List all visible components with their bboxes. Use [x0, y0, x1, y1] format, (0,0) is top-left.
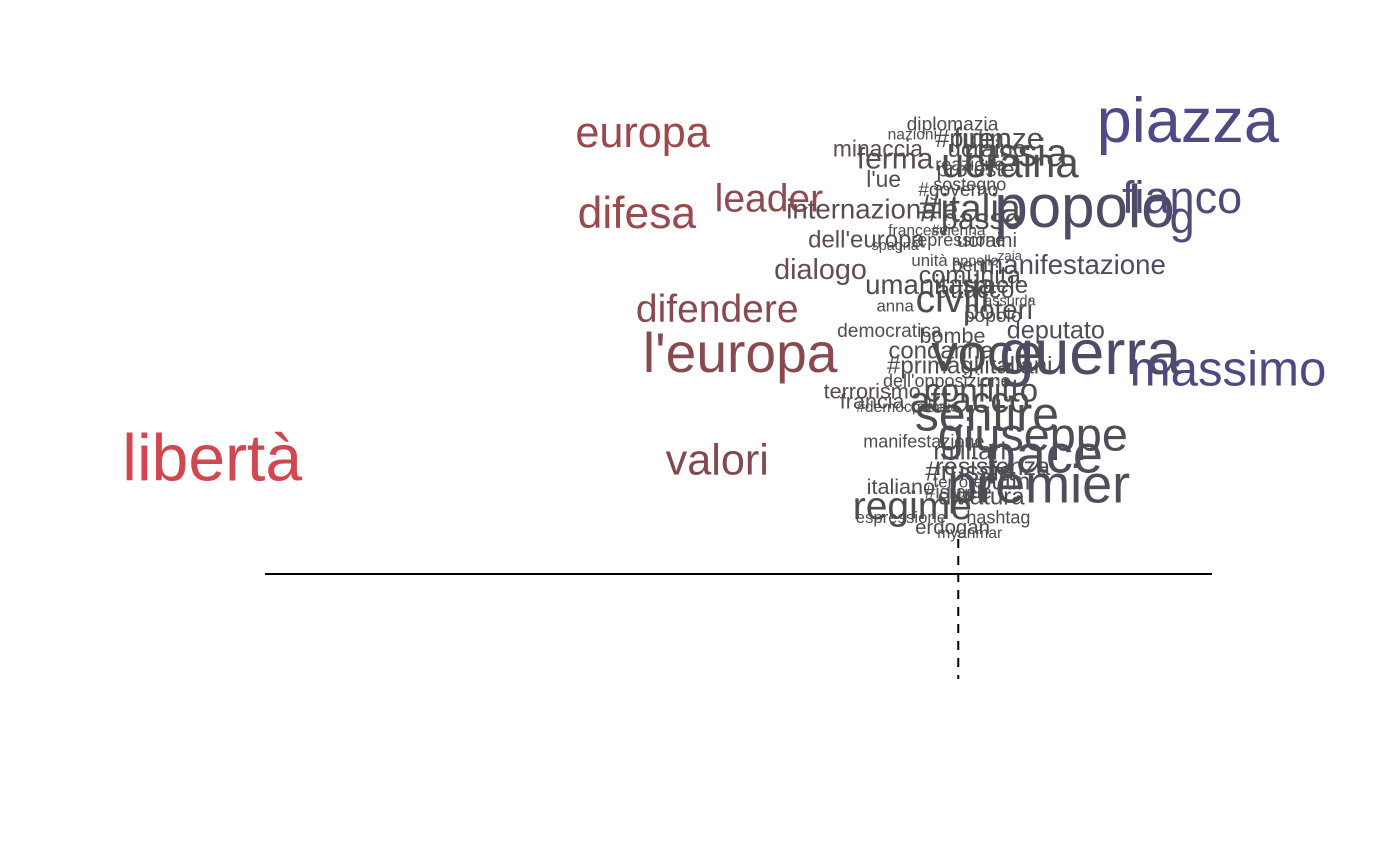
- word-label-81: appello: [952, 253, 998, 269]
- word-label-4: difendere: [636, 288, 799, 331]
- word-label-69: erdogan: [915, 517, 990, 539]
- word-label-5: l'europa: [643, 322, 838, 384]
- word-label-15: firenze: [953, 122, 1043, 155]
- word-label-8: internazionale: [786, 193, 958, 224]
- word-label-61: putin: [978, 469, 1030, 496]
- word-label-0: libertà: [122, 421, 302, 495]
- word-label-47: #primagliitaliani: [887, 353, 1052, 380]
- word-label-52: francia: [840, 388, 906, 413]
- word-label-33: comunità: [919, 261, 1022, 289]
- word-label-51: terrorismo: [824, 378, 921, 403]
- word-label-42: bombe: [920, 323, 986, 348]
- word-label-64: #israele: [925, 482, 992, 503]
- word-label-28: piazza: [1097, 86, 1280, 156]
- word-label-23: #italia: [919, 187, 1021, 230]
- word-label-20: reazione: [935, 155, 1004, 175]
- word-labels: libertà europa difesa leader difenderel'euro…: [122, 86, 1326, 542]
- word-label-77: polonia: [912, 399, 958, 415]
- word-label-34: israele: [957, 272, 1028, 299]
- word-label-46: condanna: [888, 338, 994, 365]
- word-label-39: popolo: [964, 306, 1022, 327]
- word-label-40: deputato: [1007, 317, 1105, 345]
- word-label-59: #russia: [925, 455, 1015, 486]
- word-label-11: ferma: [857, 143, 934, 176]
- word-label-13: diplomazia: [907, 115, 999, 136]
- word-label-54: giuseppe: [938, 408, 1128, 460]
- word-label-24: passo: [941, 203, 1021, 236]
- word-label-70: myanmar: [937, 525, 1002, 542]
- word-label-67: espressione: [856, 508, 947, 527]
- word-label-57: militari: [933, 438, 1006, 466]
- word-label-45: massimo: [1130, 341, 1327, 396]
- word-label-18: ucraina: [941, 139, 1079, 186]
- word-label-55: pace: [986, 424, 1103, 484]
- word-label-27: g: [1170, 192, 1195, 243]
- word-label-12: l'ue: [866, 166, 901, 192]
- word-label-62: terrore: [934, 473, 983, 492]
- word-label-75: anna: [876, 296, 914, 315]
- word-label-43: voce: [931, 324, 1043, 383]
- word-label-6: valori: [666, 437, 769, 485]
- word-label-79: spagna: [872, 238, 919, 254]
- word-label-65: dittatura: [938, 484, 1025, 511]
- word-label-80: zaia: [998, 248, 1023, 263]
- word-label-14: #putin: [935, 125, 1004, 153]
- word-label-71: nazioni: [888, 127, 937, 144]
- word-label-66: regime: [853, 485, 972, 528]
- word-label-29: ucraini: [957, 230, 1017, 252]
- word-label-32: beni: [952, 256, 988, 277]
- word-label-49: conflitto: [924, 371, 1038, 408]
- word-label-76: assurda: [984, 294, 1035, 310]
- word-label-17: russia: [964, 132, 1068, 175]
- word-label-50: attacco: [910, 378, 1030, 420]
- word-label-37: attacco: [937, 277, 1014, 304]
- word-label-9: dell'europa: [808, 227, 925, 254]
- word-label-60: premier: [947, 455, 1130, 515]
- word-label-58: resistenza: [935, 453, 1051, 481]
- word-label-22: #governo: [918, 180, 998, 201]
- word-label-68: hashtag: [966, 507, 1030, 527]
- word-label-38: poteri: [964, 294, 1033, 325]
- word-label-35: umanitaria: [865, 269, 994, 300]
- word-label-10: minaccia: [833, 136, 923, 162]
- word-label-30: repressione: [911, 230, 1005, 250]
- word-label-26: fianco: [1122, 172, 1242, 223]
- word-label-74: unità: [911, 251, 948, 270]
- word-label-53: sentire: [915, 388, 1059, 441]
- word-label-63: italiano: [867, 474, 935, 499]
- word-label-2: difesa: [578, 189, 697, 238]
- word-label-7: dialogo: [774, 254, 867, 286]
- word-label-25: popolo: [994, 173, 1174, 240]
- word-label-36: civili: [916, 278, 990, 321]
- word-label-31: manifestazione: [980, 249, 1166, 280]
- word-label-21: sostegno: [933, 175, 1006, 195]
- word-label-78: #democrazia: [856, 399, 946, 416]
- word-label-72: francese: [888, 222, 948, 239]
- word-label-73: #vienna: [931, 222, 986, 239]
- word-label-19: proteste: [936, 157, 1014, 182]
- word-label-16: ucraino: [948, 136, 1027, 163]
- word-label-48: dell'opposizione: [883, 371, 1011, 391]
- word-label-1: europa: [575, 109, 710, 157]
- word-label-41: democratica: [837, 321, 942, 342]
- word-label-44: guerra: [999, 318, 1182, 388]
- word-label-3: leader: [715, 177, 823, 220]
- word-label-56: manifestazione: [863, 432, 984, 452]
